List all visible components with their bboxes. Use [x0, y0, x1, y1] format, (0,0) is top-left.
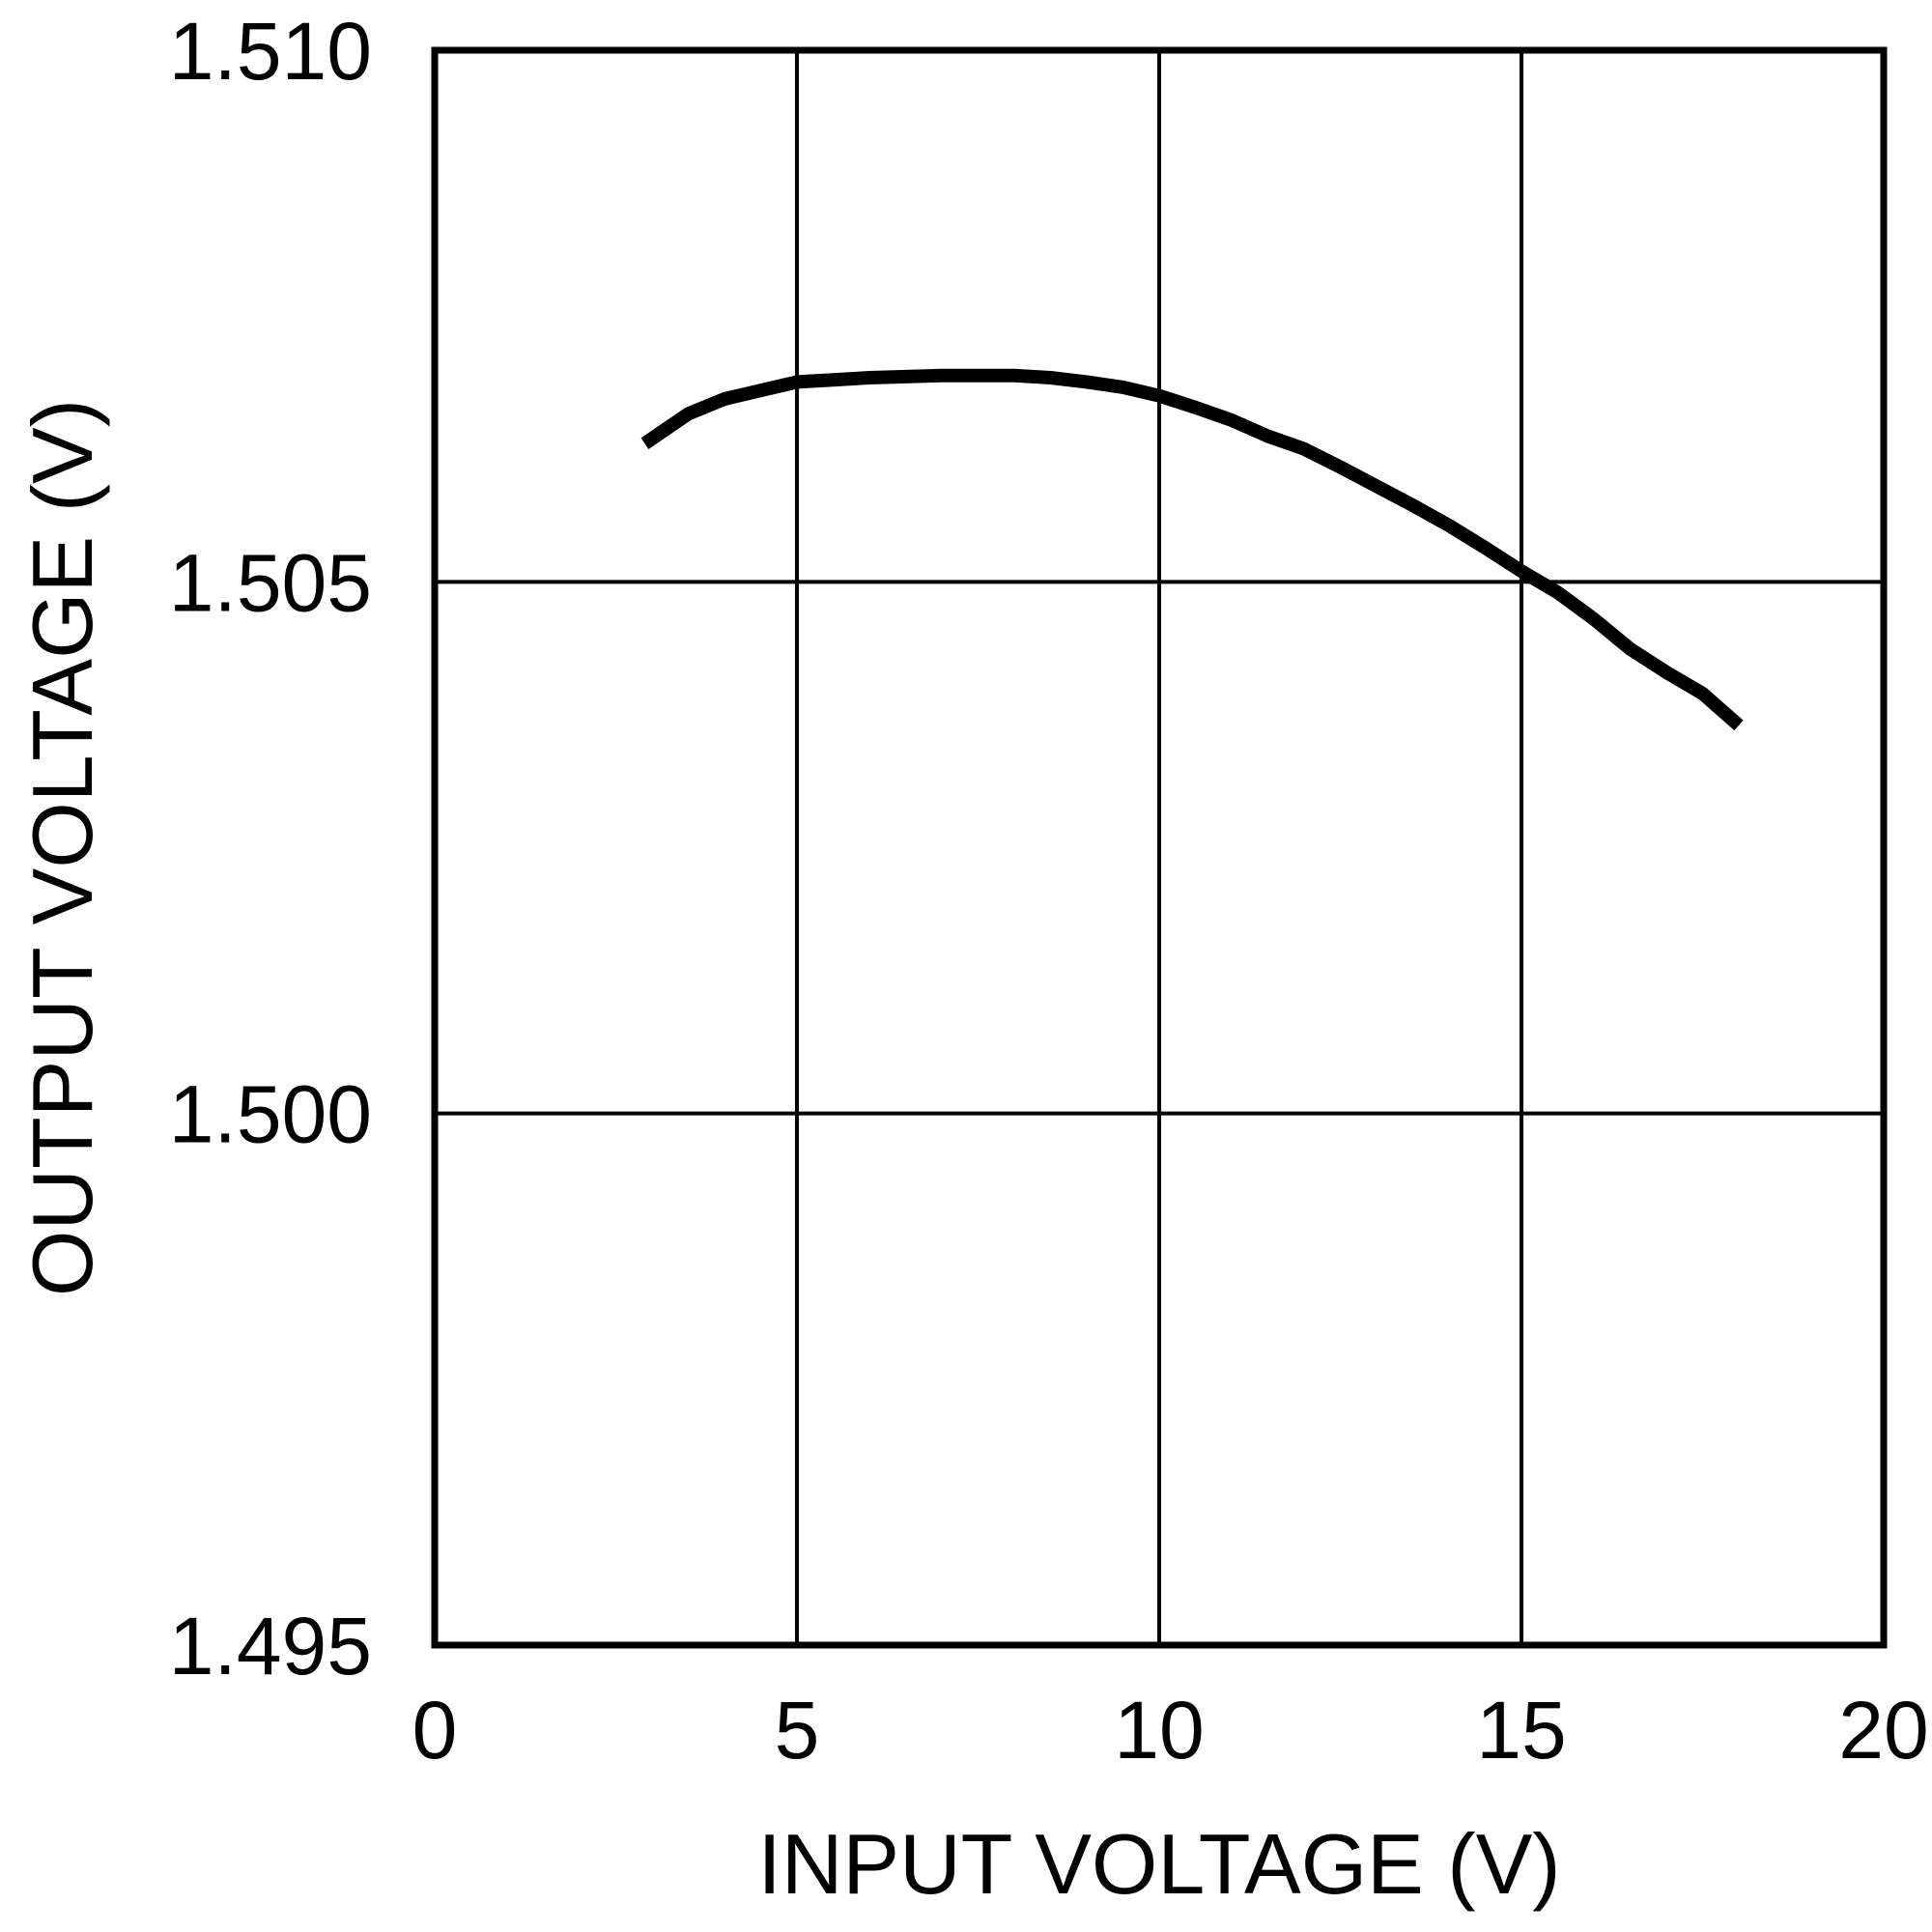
y-tick-label: 1.505 [169, 537, 372, 628]
x-tick-label: 5 [775, 1685, 820, 1776]
x-tick-label: 10 [1114, 1685, 1204, 1776]
y-tick-label: 1.500 [169, 1069, 372, 1160]
plot-frame [431, 46, 1888, 1649]
y-axis-title: OUTPUT VOLTAGE (V) [14, 399, 110, 1296]
y-tick-label: 1.510 [169, 6, 372, 97]
y-tick-label: 1.495 [169, 1601, 372, 1691]
x-axis-title: INPUT VOLTAGE (V) [757, 1816, 1560, 1912]
x-tick-label: 15 [1476, 1685, 1566, 1776]
grid-lines [435, 50, 1884, 1645]
x-tick-labels: 0 5 10 15 20 [412, 1685, 1929, 1776]
x-tick-label: 20 [1838, 1685, 1928, 1776]
y-tick-labels: 1.495 1.500 1.505 1.510 [169, 6, 372, 1691]
series-layer [640, 368, 1744, 731]
series-line [640, 368, 1744, 731]
x-tick-label: 0 [412, 1685, 458, 1776]
